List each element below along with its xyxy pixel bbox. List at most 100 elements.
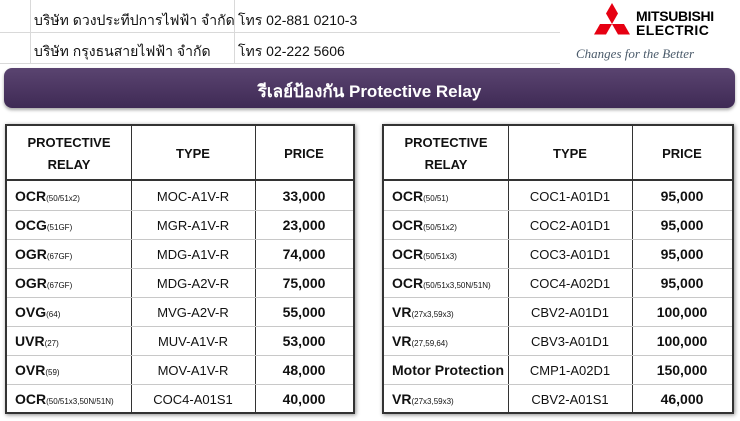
contact-row: บริษัท ดวงประทีปการไฟฟ้า จำกัด โทร 02-88… <box>0 2 560 33</box>
relay-name: OCR(50/51x2) <box>15 188 80 204</box>
contact-info: บริษัท ดวงประทีปการไฟฟ้า จำกัด โทร 02-88… <box>0 0 560 64</box>
mitsubishi-logo: MITSUBISHI ELECTRIC Changes for the Bett… <box>575 0 740 64</box>
brand-name-line2: ELECTRIC <box>636 22 710 38</box>
table-header: PROTECTIVE RELAY TYPE PRICE <box>7 126 353 181</box>
company-name: บริษัท กรุงธนสายไฟฟ้า จำกัด <box>34 43 211 59</box>
table-row: OCR(50/51x2) MOC-A1V-R 33,000 <box>7 182 353 211</box>
table-row: VR(27x3,59x3) CBV2-A01S1 46,000 <box>384 385 732 414</box>
relay-name: OCR(50/51x3) <box>392 246 457 262</box>
table-row: UVR(27) MUV-A1V-R 53,000 <box>7 327 353 356</box>
table-row: OCG(51GF) MGR-A1V-R 23,000 <box>7 211 353 240</box>
table-row: Motor Protection CMP1-A02D1 150,000 <box>384 356 732 385</box>
relay-name: VR(27x3,59x3) <box>392 304 454 320</box>
table-row: OCR(50/51) COC1-A01D1 95,000 <box>384 182 732 211</box>
relay-price: 100,000 <box>656 333 708 349</box>
relay-name: OCR(50/51x2) <box>392 217 457 233</box>
relay-price: 48,000 <box>282 362 326 378</box>
relay-type: MDG-A1V-R <box>156 247 230 262</box>
relay-name: OCR(50/51) <box>392 188 449 204</box>
relay-price-table-right: PROTECTIVE RELAY TYPE PRICE OCR(50/51) CO… <box>382 124 734 414</box>
relay-price: 95,000 <box>660 217 704 233</box>
relay-type: CBV2-A01D1 <box>530 305 610 320</box>
relay-type: CBV2-A01S1 <box>531 392 609 407</box>
relay-function-code: (50/51) <box>423 194 449 203</box>
header-relay: PROTECTIVE RELAY <box>404 134 488 172</box>
relay-type: COC2-A01D1 <box>529 218 611 233</box>
relay-name: OGR(67GF) <box>15 275 73 291</box>
relay-type: MDG-A2V-R <box>156 276 230 291</box>
table-row: OGR(67GF) MDG-A2V-R 75,000 <box>7 269 353 298</box>
header-relay: PROTECTIVE RELAY <box>27 134 111 172</box>
three-diamonds-icon <box>594 3 630 35</box>
company-name: บริษัท ดวงประทีปการไฟฟ้า จำกัด <box>34 12 235 28</box>
relay-price: 46,000 <box>660 391 704 407</box>
relay-price: 33,000 <box>282 188 326 204</box>
relay-price: 95,000 <box>660 246 704 262</box>
relay-function-code: (67GF) <box>46 281 73 290</box>
header-type: TYPE <box>553 145 587 161</box>
header-price: PRICE <box>662 145 702 161</box>
phone-number: โทร 02-222 5606 <box>238 43 345 59</box>
relay-price: 95,000 <box>660 275 704 291</box>
relay-price: 53,000 <box>282 333 326 349</box>
relay-function-code: (50/51x3,50N/51N) <box>46 397 114 406</box>
relay-price: 40,000 <box>282 391 326 407</box>
relay-price: 74,000 <box>282 246 326 262</box>
relay-function-code: (27) <box>44 339 59 348</box>
relay-function-code: (50/51x2) <box>46 194 80 203</box>
header-type: TYPE <box>176 145 210 161</box>
relay-function-code: (50/51x3,50N/51N) <box>423 281 491 290</box>
relay-type: MVG-A2V-R <box>157 305 229 320</box>
relay-price: 100,000 <box>656 304 708 320</box>
relay-name: UVR(27) <box>15 333 59 349</box>
relay-type: MGR-A1V-R <box>156 218 230 233</box>
relay-function-code: (51GF) <box>46 223 73 232</box>
table-row: OCR(50/51x3,50N/51N) COC4-A02D1 95,000 <box>384 269 732 298</box>
relay-function-code: (59) <box>45 368 60 377</box>
table-row: OVG(64) MVG-A2V-R 55,000 <box>7 298 353 327</box>
relay-type: COC3-A01D1 <box>529 247 611 262</box>
relay-type: COC4-A01S1 <box>153 392 233 407</box>
relay-type: COC4-A02D1 <box>529 276 611 291</box>
relay-name: Motor Protection <box>392 362 504 378</box>
relay-name: OGR(67GF) <box>15 246 73 262</box>
relay-price: 95,000 <box>660 188 704 204</box>
relay-name: OVG(64) <box>15 304 61 320</box>
relay-price-table-left: PROTECTIVE RELAY TYPE PRICE OCR(50/51x2)… <box>5 124 355 414</box>
contact-row: บริษัท กรุงธนสายไฟฟ้า จำกัด โทร 02-222 5… <box>0 33 560 64</box>
relay-type: CMP1-A02D1 <box>529 363 611 378</box>
brand-slogan: Changes for the Better <box>576 46 695 61</box>
table-row: OCR(50/51x2) COC2-A01D1 95,000 <box>384 211 732 240</box>
page-title: รีเลย์ป้องกัน Protective Relay <box>257 82 482 101</box>
table-row: VR(27x3,59x3) CBV2-A01D1 100,000 <box>384 298 732 327</box>
relay-name: VR(27,59,64) <box>392 333 448 349</box>
relay-price: 23,000 <box>282 217 326 233</box>
relay-name: OVR(59) <box>15 362 60 378</box>
relay-type: COC1-A01D1 <box>529 189 611 204</box>
relay-function-code: (27x3,59x3) <box>411 397 454 406</box>
relay-type: MUV-A1V-R <box>157 334 229 349</box>
table-row: OVR(59) MOV-A1V-R 48,000 <box>7 356 353 385</box>
relay-function-code: (64) <box>46 310 61 319</box>
relay-price: 55,000 <box>282 304 326 320</box>
header-price: PRICE <box>284 145 324 161</box>
relay-price: 75,000 <box>282 275 326 291</box>
relay-name: OCR(50/51x3,50N/51N) <box>392 275 491 291</box>
relay-type: CBV3-A01D1 <box>530 334 610 349</box>
relay-name: OCR(50/51x3,50N/51N) <box>15 391 114 407</box>
relay-function-code: (27,59,64) <box>411 339 448 348</box>
relay-type: MOV-A1V-R <box>157 363 229 378</box>
table-row: VR(27,59,64) CBV3-A01D1 100,000 <box>384 327 732 356</box>
relay-function-code: (50/51x3) <box>423 252 457 261</box>
table-row: OCR(50/51x3,50N/51N) COC4-A01S1 40,000 <box>7 385 353 414</box>
relay-price: 150,000 <box>656 362 708 378</box>
title-banner: รีเลย์ป้องกัน Protective Relay <box>4 68 735 108</box>
relay-name: VR(27x3,59x3) <box>392 391 454 407</box>
table-row: OGR(67GF) MDG-A1V-R 74,000 <box>7 240 353 269</box>
relay-function-code: (27x3,59x3) <box>411 310 454 319</box>
relay-type: MOC-A1V-R <box>156 189 230 204</box>
table-row: OCR(50/51x3) COC3-A01D1 95,000 <box>384 240 732 269</box>
relay-function-code: (50/51x2) <box>423 223 457 232</box>
brand-name-line1: MITSUBISHI <box>636 8 714 24</box>
relay-name: OCG(51GF) <box>15 217 73 233</box>
